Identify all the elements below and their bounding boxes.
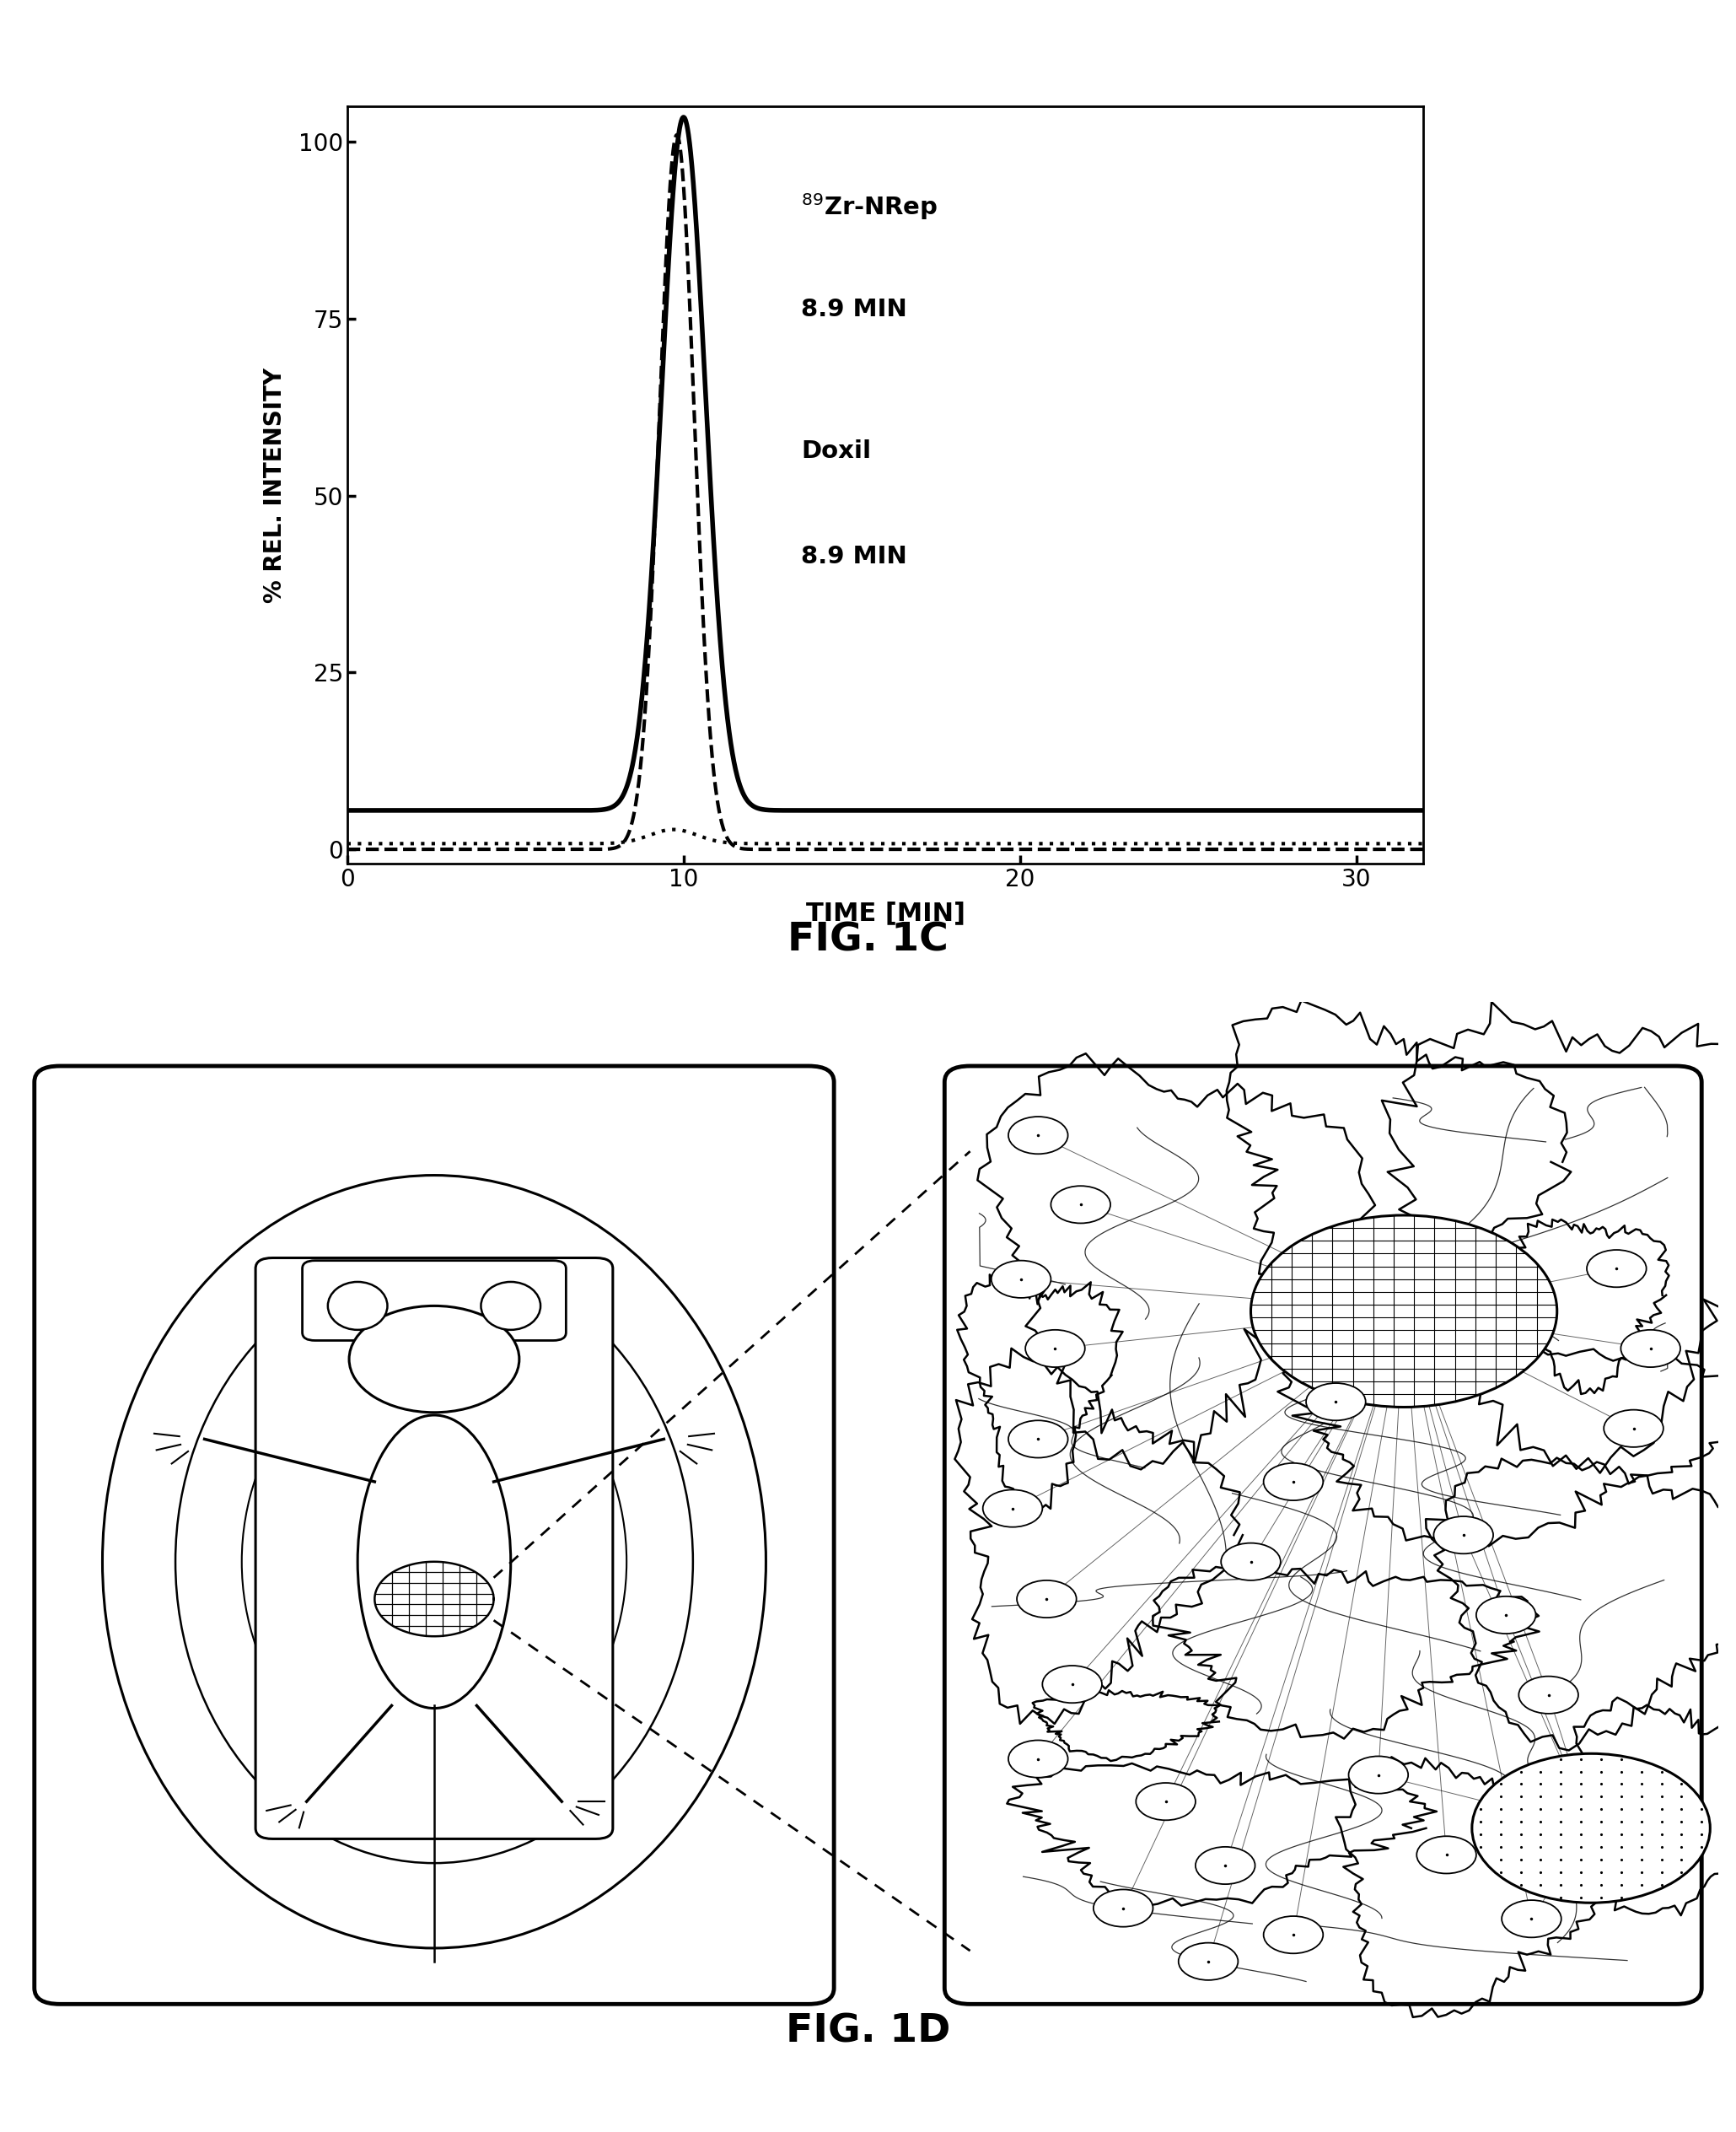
FancyBboxPatch shape [255, 1258, 613, 1838]
Circle shape [1026, 1330, 1085, 1367]
Circle shape [1502, 1900, 1561, 1938]
Ellipse shape [328, 1281, 387, 1330]
Circle shape [1179, 1942, 1238, 1981]
Circle shape [1050, 1185, 1111, 1224]
Circle shape [1042, 1665, 1102, 1703]
Circle shape [1196, 1846, 1255, 1885]
Text: 8.9 MIN: 8.9 MIN [802, 298, 908, 322]
Circle shape [1305, 1384, 1366, 1420]
Circle shape [1587, 1249, 1646, 1288]
Circle shape [1135, 1782, 1196, 1821]
X-axis label: TIME [MIN]: TIME [MIN] [806, 900, 965, 925]
Circle shape [1476, 1597, 1536, 1633]
FancyBboxPatch shape [35, 1066, 833, 2004]
Circle shape [1009, 1740, 1068, 1778]
Circle shape [1264, 1917, 1323, 1953]
Circle shape [1519, 1676, 1578, 1714]
Ellipse shape [358, 1416, 510, 1708]
Circle shape [1009, 1117, 1068, 1153]
Text: Doxil: Doxil [802, 439, 871, 463]
Circle shape [1472, 1753, 1710, 1902]
Circle shape [983, 1490, 1042, 1527]
Circle shape [349, 1305, 519, 1411]
FancyBboxPatch shape [944, 1066, 1701, 2004]
Circle shape [991, 1260, 1050, 1298]
Circle shape [1604, 1409, 1663, 1448]
Circle shape [1621, 1330, 1680, 1367]
Circle shape [1220, 1544, 1281, 1580]
Circle shape [1017, 1580, 1076, 1618]
Text: FIG. 1C: FIG. 1C [788, 921, 948, 959]
Circle shape [1264, 1463, 1323, 1501]
Y-axis label: % REL. INTENSITY: % REL. INTENSITY [262, 367, 286, 603]
Ellipse shape [481, 1281, 540, 1330]
Text: $^{89}$Zr-NRep: $^{89}$Zr-NRep [802, 192, 937, 222]
Circle shape [1417, 1836, 1476, 1874]
Circle shape [1349, 1757, 1408, 1793]
Text: FIG. 1D: FIG. 1D [786, 2013, 950, 2051]
Circle shape [1434, 1516, 1493, 1554]
Circle shape [1250, 1215, 1557, 1407]
FancyBboxPatch shape [302, 1260, 566, 1341]
Circle shape [1009, 1420, 1068, 1458]
Circle shape [1094, 1889, 1153, 1927]
Text: 8.9 MIN: 8.9 MIN [802, 546, 908, 569]
